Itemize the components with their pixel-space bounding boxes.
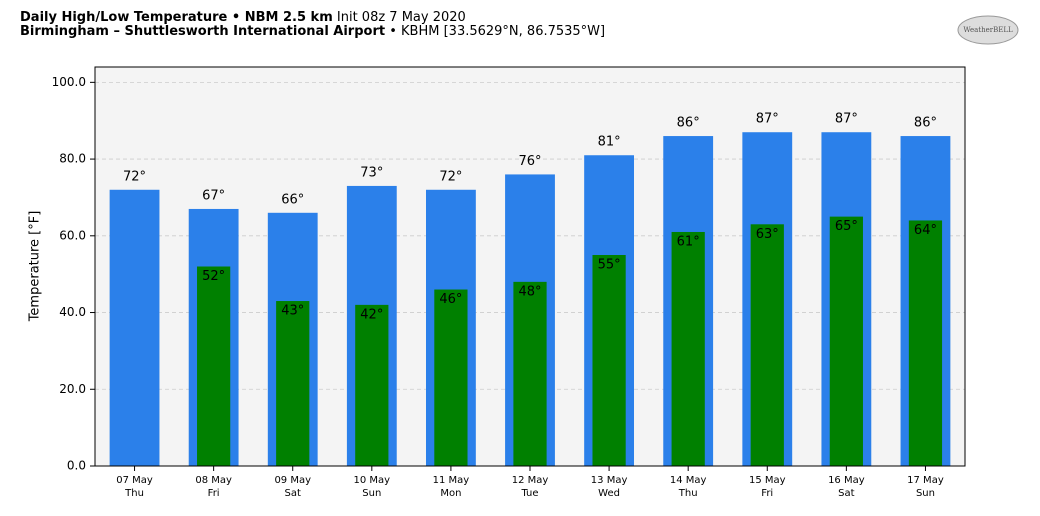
- y-tick-label: 40.0: [59, 305, 86, 319]
- x-tick-label: 15 May: [749, 475, 786, 486]
- title-line: Daily High/Low Temperature • NBM 2.5 km …: [20, 10, 466, 25]
- bar: [513, 281, 547, 466]
- bar: [197, 266, 231, 466]
- x-tick-day: Sat: [838, 488, 854, 499]
- data-label: 87°: [835, 112, 858, 127]
- data-label: 66°: [281, 192, 304, 207]
- data-label: 55°: [598, 257, 621, 272]
- location: Birmingham – Shuttlesworth International…: [20, 24, 385, 39]
- y-tick-label: 0.0: [67, 459, 86, 473]
- x-tick-day: Thu: [124, 488, 144, 499]
- logo-badge: [957, 15, 1019, 45]
- data-label: 42°: [360, 307, 383, 322]
- data-label: 52°: [202, 269, 225, 284]
- y-tick-label: 60.0: [59, 228, 86, 242]
- chart-subtitle: Init 08z 7 May 2020: [337, 10, 466, 25]
- data-label: 81°: [598, 135, 621, 150]
- chart-title: Daily High/Low Temperature • NBM 2.5 km: [20, 10, 333, 25]
- y-tick-label: 80.0: [59, 152, 86, 166]
- bar: [908, 220, 943, 466]
- data-label: 86°: [677, 116, 700, 131]
- y-axis-label: Temperature [°F]: [28, 211, 43, 323]
- x-tick-label: 12 May: [512, 475, 549, 486]
- station: • KBHM [33.5629°N, 86.7535°W]: [389, 24, 605, 39]
- data-label: 63°: [756, 227, 779, 242]
- bar: [750, 224, 784, 466]
- x-tick-label: 16 May: [828, 475, 865, 486]
- x-tick-day: Fri: [761, 488, 773, 499]
- logo: WeatherBELL: [963, 26, 1013, 34]
- y-tick-label: 20.0: [59, 382, 86, 396]
- data-label: 67°: [202, 188, 225, 203]
- bar: [829, 216, 863, 466]
- data-label: 64°: [914, 223, 937, 238]
- x-tick-label: 08 May: [195, 475, 232, 486]
- bar: [592, 254, 626, 466]
- data-label: 48°: [518, 284, 541, 299]
- x-tick-label: 13 May: [591, 475, 628, 486]
- x-tick-day: Sat: [285, 488, 301, 499]
- x-tick-day: Sun: [362, 488, 381, 499]
- x-tick-label: 17 May: [907, 475, 944, 486]
- bar: [109, 189, 160, 466]
- x-tick-label: 09 May: [274, 475, 311, 486]
- bar: [434, 289, 468, 466]
- x-tick-day: Thu: [678, 488, 698, 499]
- x-tick-day: Wed: [598, 488, 620, 499]
- x-tick-day: Fri: [208, 488, 220, 499]
- location-line: Birmingham – Shuttlesworth International…: [20, 24, 605, 39]
- data-label: 72°: [439, 169, 462, 184]
- data-label: 46°: [439, 292, 462, 307]
- x-tick-label: 11 May: [433, 475, 470, 486]
- bar: [355, 304, 389, 466]
- bar: [276, 301, 310, 466]
- x-tick-label: 10 May: [354, 475, 391, 486]
- x-tick-day: Sun: [916, 488, 935, 499]
- data-label: 87°: [756, 112, 779, 127]
- x-tick-day: Mon: [440, 488, 461, 499]
- data-label: 86°: [914, 116, 937, 131]
- x-tick-label: 14 May: [670, 475, 707, 486]
- data-label: 72°: [123, 169, 146, 184]
- x-tick-day: Tue: [520, 488, 538, 499]
- data-label: 65°: [835, 219, 858, 234]
- bar: [671, 231, 705, 466]
- data-label: 43°: [281, 304, 304, 319]
- plot: 0.0 20.0 40.0 60.0 80.0 100.0 72° 67° 66° 73° 72° 7…: [52, 75, 965, 499]
- data-label: 73°: [360, 165, 383, 180]
- y-tick-label: 100.0: [52, 75, 86, 89]
- plot-frame: [94, 66, 966, 467]
- x-tick-label: 07 May: [116, 475, 153, 486]
- data-label: 76°: [518, 154, 541, 169]
- data-label: 61°: [677, 234, 700, 249]
